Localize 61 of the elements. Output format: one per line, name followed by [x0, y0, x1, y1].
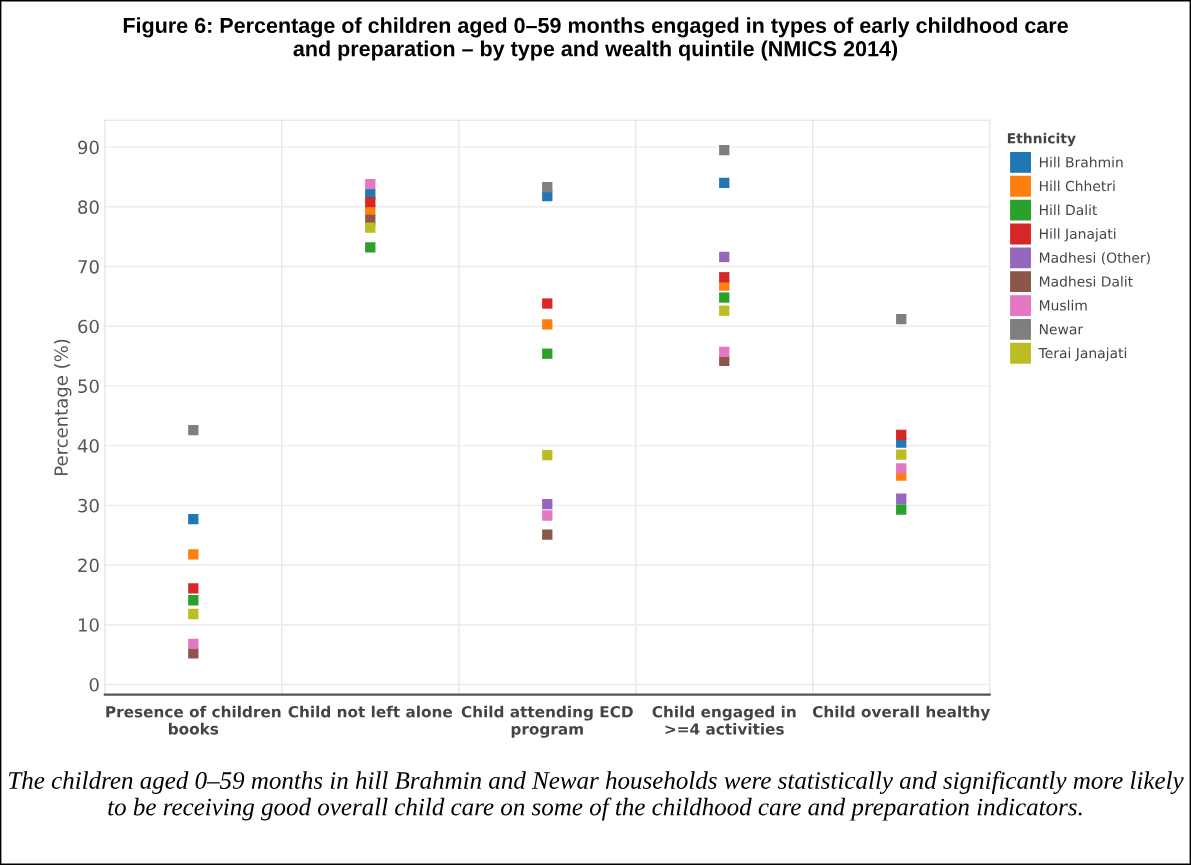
chart-title: Figure 6: Percentage of children aged 0–59 months engaged in types of early childhood care and preparation – by type and wealth quintile (NMICS 2014)	[123, 17, 1068, 61]
legend-label: Hill Brahmin	[1039, 156, 1123, 168]
point	[719, 177, 730, 189]
y-axis-title: Percentage (%)	[53, 339, 72, 475]
point	[896, 429, 907, 441]
x-tick-label: Presence of children books	[106, 705, 281, 735]
text: The children aged 0–59 months in hill Brahmin and Newar households were statistically and significantly more likely to be receiving good overall child care on some of the childhood care and preparation indicators.	[9, 771, 1184, 821]
point	[896, 313, 907, 325]
legend-label: Newar	[1039, 324, 1084, 335]
legend-label: Hill Chhetri	[1039, 180, 1115, 192]
point	[719, 292, 730, 303]
y-tick-label: 90	[78, 140, 99, 155]
point	[896, 449, 907, 460]
legend-label: Hill Janajati	[1039, 228, 1116, 242]
x-tick-label: Child engaged in >=4 activities	[652, 705, 796, 735]
y-tick-label: 70	[78, 259, 99, 274]
point	[365, 242, 376, 253]
point	[542, 319, 553, 330]
point	[188, 648, 199, 659]
y-tick-label: 50	[78, 379, 99, 394]
y-tick-label: 30	[78, 498, 99, 513]
point	[188, 583, 199, 594]
point	[896, 463, 907, 474]
point	[542, 450, 553, 461]
point	[719, 346, 730, 358]
point	[188, 513, 199, 525]
x-tick-label: Child attending ECD program	[461, 705, 633, 738]
y-tick-label: 10	[78, 618, 99, 632]
y-tick-label: 80	[78, 200, 99, 214]
point	[719, 144, 730, 156]
y-tick-label: 60	[78, 319, 99, 334]
point	[365, 178, 376, 190]
point	[188, 549, 199, 560]
point	[542, 181, 553, 193]
point	[542, 529, 553, 540]
legend-label: Madhesi (Other)	[1039, 252, 1150, 265]
point	[542, 298, 553, 309]
point	[896, 504, 907, 515]
point	[365, 196, 376, 208]
point	[188, 595, 199, 606]
point	[188, 424, 199, 436]
point	[719, 251, 730, 263]
y-tick-label: 40	[77, 439, 99, 453]
point	[719, 305, 730, 316]
point	[188, 608, 199, 620]
legend-label: Muslim	[1039, 299, 1087, 311]
point	[365, 222, 376, 233]
point	[719, 272, 730, 283]
legend-label: Hill Dalit	[1039, 204, 1098, 216]
point	[542, 498, 553, 510]
point	[188, 638, 199, 649]
y-tick-label: 20	[78, 558, 99, 573]
x-tick-label: Child not left alone	[288, 705, 453, 718]
point	[542, 510, 553, 521]
point	[896, 493, 907, 504]
x-tick-label: Child overall healthy	[812, 705, 991, 721]
y-tick-label: 0	[89, 677, 99, 692]
legend-label: Madhesi Dalit	[1039, 275, 1133, 287]
point	[542, 348, 553, 359]
legend-title: Ethnicity	[1007, 132, 1076, 147]
legend-label: Terai Janajati	[1038, 347, 1127, 362]
